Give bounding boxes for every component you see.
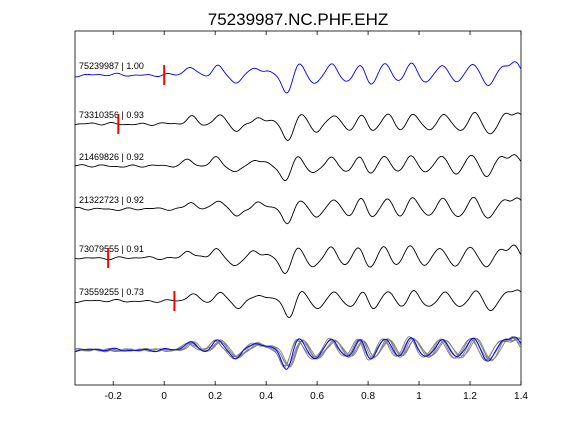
x-tick-label: 0.2 (208, 391, 222, 402)
stack-trace-73310356 (74, 337, 522, 367)
x-tick-label: -0.2 (105, 391, 123, 402)
x-tick-label: 0.8 (361, 391, 375, 402)
x-tick-label: 1.2 (463, 391, 477, 402)
x-tick-label: 1 (416, 391, 422, 402)
trace-label-21469826: 21469826 | 0.92 (79, 152, 144, 162)
trace-label-73079555: 73079555 | 0.91 (79, 244, 144, 254)
stack-trace-75239987 (74, 336, 522, 370)
x-tick-label: 1.4 (514, 391, 528, 402)
trace-label-73310356: 73310356 | 0.93 (79, 110, 144, 120)
stack-trace-21469826 (74, 338, 522, 366)
trace-21469826 (74, 154, 522, 181)
trace-label-75239987: 75239987 | 1.00 (79, 61, 144, 71)
trace-73559255 (75, 289, 522, 319)
trace-21322723 (74, 196, 522, 225)
figure-title: 75239987.NC.PHF.EHZ (208, 10, 388, 29)
trace-73310356 (74, 112, 522, 141)
x-tick-label: 0.4 (259, 391, 273, 402)
trace-75239987 (74, 61, 522, 94)
x-axis-ticks: -0.2 0 0.2 0.4 0.6 0.8 1 1.2 1.4 (105, 31, 528, 402)
trace-group: 75239987 | 1.00 73310356 | 0.93 21469826 |… (74, 61, 522, 370)
trace-73079555 (74, 244, 522, 274)
x-tick-label: 0 (161, 391, 167, 402)
trace-label-73559255: 73559255 | 0.73 (79, 287, 144, 297)
x-tick-label: 0.6 (310, 391, 324, 402)
axes-box (74, 30, 522, 386)
trace-label-21322723: 21322723 | 0.92 (79, 195, 144, 205)
